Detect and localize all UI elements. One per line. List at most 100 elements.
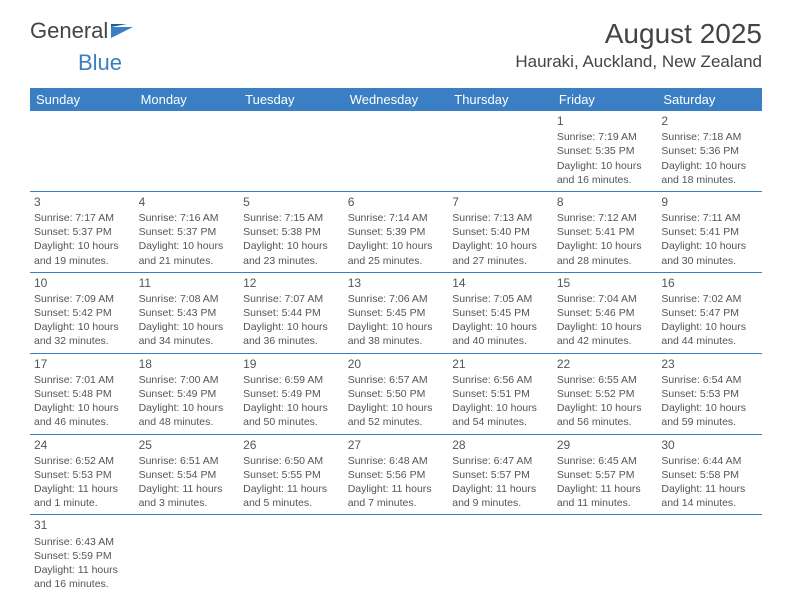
daylight-line-1: Daylight: 11 hours <box>34 563 131 577</box>
day-number: 4 <box>139 194 236 210</box>
day-header: Sunday <box>30 88 135 111</box>
daylight-line-1: Daylight: 10 hours <box>348 239 445 253</box>
sunset-line: Sunset: 5:57 PM <box>557 468 654 482</box>
daylight-line-1: Daylight: 11 hours <box>348 482 445 496</box>
day-number: 8 <box>557 194 654 210</box>
daylight-line-1: Daylight: 10 hours <box>557 239 654 253</box>
calendar-header: SundayMondayTuesdayWednesdayThursdayFrid… <box>30 88 762 111</box>
calendar-cell: 28Sunrise: 6:47 AMSunset: 5:57 PMDayligh… <box>448 434 553 515</box>
calendar-cell: 9Sunrise: 7:11 AMSunset: 5:41 PMDaylight… <box>657 191 762 272</box>
sunrise-line: Sunrise: 6:55 AM <box>557 373 654 387</box>
calendar-cell: 16Sunrise: 7:02 AMSunset: 5:47 PMDayligh… <box>657 272 762 353</box>
sunrise-line: Sunrise: 7:07 AM <box>243 292 340 306</box>
sunset-line: Sunset: 5:45 PM <box>452 306 549 320</box>
daylight-line-2: and 44 minutes. <box>661 334 758 348</box>
daylight-line-2: and 18 minutes. <box>661 173 758 187</box>
daylight-line-2: and 48 minutes. <box>139 415 236 429</box>
sunrise-line: Sunrise: 7:01 AM <box>34 373 131 387</box>
sunset-line: Sunset: 5:46 PM <box>557 306 654 320</box>
calendar-cell <box>30 111 135 191</box>
sunset-line: Sunset: 5:39 PM <box>348 225 445 239</box>
calendar-cell: 24Sunrise: 6:52 AMSunset: 5:53 PMDayligh… <box>30 434 135 515</box>
sunset-line: Sunset: 5:57 PM <box>452 468 549 482</box>
day-number: 6 <box>348 194 445 210</box>
daylight-line-2: and 34 minutes. <box>139 334 236 348</box>
calendar-cell: 8Sunrise: 7:12 AMSunset: 5:41 PMDaylight… <box>553 191 658 272</box>
daylight-line-1: Daylight: 10 hours <box>661 320 758 334</box>
daylight-line-1: Daylight: 10 hours <box>452 239 549 253</box>
sunrise-line: Sunrise: 7:12 AM <box>557 211 654 225</box>
daylight-line-1: Daylight: 10 hours <box>661 159 758 173</box>
daylight-line-2: and 14 minutes. <box>661 496 758 510</box>
day-number: 22 <box>557 356 654 372</box>
day-number: 28 <box>452 437 549 453</box>
day-header: Wednesday <box>344 88 449 111</box>
sunset-line: Sunset: 5:36 PM <box>661 144 758 158</box>
daylight-line-2: and 9 minutes. <box>452 496 549 510</box>
calendar-cell: 5Sunrise: 7:15 AMSunset: 5:38 PMDaylight… <box>239 191 344 272</box>
sunrise-line: Sunrise: 7:16 AM <box>139 211 236 225</box>
calendar-cell <box>344 111 449 191</box>
sunrise-line: Sunrise: 7:18 AM <box>661 130 758 144</box>
daylight-line-2: and 46 minutes. <box>34 415 131 429</box>
daylight-line-1: Daylight: 11 hours <box>661 482 758 496</box>
daylight-line-1: Daylight: 10 hours <box>661 401 758 415</box>
daylight-line-2: and 7 minutes. <box>348 496 445 510</box>
sunrise-line: Sunrise: 7:19 AM <box>557 130 654 144</box>
daylight-line-1: Daylight: 10 hours <box>348 401 445 415</box>
day-number: 2 <box>661 113 758 129</box>
sunrise-line: Sunrise: 7:06 AM <box>348 292 445 306</box>
calendar-cell <box>239 111 344 191</box>
daylight-line-1: Daylight: 11 hours <box>243 482 340 496</box>
day-number: 21 <box>452 356 549 372</box>
calendar-cell: 23Sunrise: 6:54 AMSunset: 5:53 PMDayligh… <box>657 353 762 434</box>
sunrise-line: Sunrise: 6:45 AM <box>557 454 654 468</box>
daylight-line-2: and 16 minutes. <box>557 173 654 187</box>
sunrise-line: Sunrise: 7:02 AM <box>661 292 758 306</box>
calendar-cell: 12Sunrise: 7:07 AMSunset: 5:44 PMDayligh… <box>239 272 344 353</box>
daylight-line-1: Daylight: 10 hours <box>348 320 445 334</box>
calendar-cell: 26Sunrise: 6:50 AMSunset: 5:55 PMDayligh… <box>239 434 344 515</box>
daylight-line-2: and 1 minute. <box>34 496 131 510</box>
sunrise-line: Sunrise: 6:51 AM <box>139 454 236 468</box>
daylight-line-1: Daylight: 11 hours <box>557 482 654 496</box>
calendar-cell: 1Sunrise: 7:19 AMSunset: 5:35 PMDaylight… <box>553 111 658 191</box>
location: Hauraki, Auckland, New Zealand <box>515 52 762 72</box>
calendar-cell: 13Sunrise: 7:06 AMSunset: 5:45 PMDayligh… <box>344 272 449 353</box>
sunset-line: Sunset: 5:54 PM <box>139 468 236 482</box>
day-header: Tuesday <box>239 88 344 111</box>
daylight-line-2: and 16 minutes. <box>34 577 131 591</box>
calendar-cell: 21Sunrise: 6:56 AMSunset: 5:51 PMDayligh… <box>448 353 553 434</box>
calendar-cell <box>448 515 553 595</box>
sunrise-line: Sunrise: 6:48 AM <box>348 454 445 468</box>
logo-text-1: General <box>30 18 108 43</box>
calendar-cell <box>344 515 449 595</box>
daylight-line-1: Daylight: 10 hours <box>34 239 131 253</box>
calendar-cell: 7Sunrise: 7:13 AMSunset: 5:40 PMDaylight… <box>448 191 553 272</box>
daylight-line-2: and 11 minutes. <box>557 496 654 510</box>
sunset-line: Sunset: 5:49 PM <box>243 387 340 401</box>
day-header: Monday <box>135 88 240 111</box>
calendar-cell: 2Sunrise: 7:18 AMSunset: 5:36 PMDaylight… <box>657 111 762 191</box>
day-number: 26 <box>243 437 340 453</box>
calendar-cell <box>239 515 344 595</box>
logo: GeneralBlue <box>30 18 135 76</box>
sunset-line: Sunset: 5:53 PM <box>661 387 758 401</box>
daylight-line-1: Daylight: 10 hours <box>557 401 654 415</box>
day-header: Saturday <box>657 88 762 111</box>
day-number: 27 <box>348 437 445 453</box>
calendar-cell: 25Sunrise: 6:51 AMSunset: 5:54 PMDayligh… <box>135 434 240 515</box>
sunset-line: Sunset: 5:37 PM <box>139 225 236 239</box>
daylight-line-1: Daylight: 11 hours <box>452 482 549 496</box>
sunrise-line: Sunrise: 7:17 AM <box>34 211 131 225</box>
day-number: 23 <box>661 356 758 372</box>
month-title: August 2025 <box>515 18 762 50</box>
day-number: 9 <box>661 194 758 210</box>
daylight-line-1: Daylight: 10 hours <box>34 320 131 334</box>
sunset-line: Sunset: 5:58 PM <box>661 468 758 482</box>
sunrise-line: Sunrise: 7:00 AM <box>139 373 236 387</box>
calendar-cell: 22Sunrise: 6:55 AMSunset: 5:52 PMDayligh… <box>553 353 658 434</box>
calendar-table: SundayMondayTuesdayWednesdayThursdayFrid… <box>30 88 762 595</box>
sunrise-line: Sunrise: 6:59 AM <box>243 373 340 387</box>
daylight-line-2: and 21 minutes. <box>139 254 236 268</box>
